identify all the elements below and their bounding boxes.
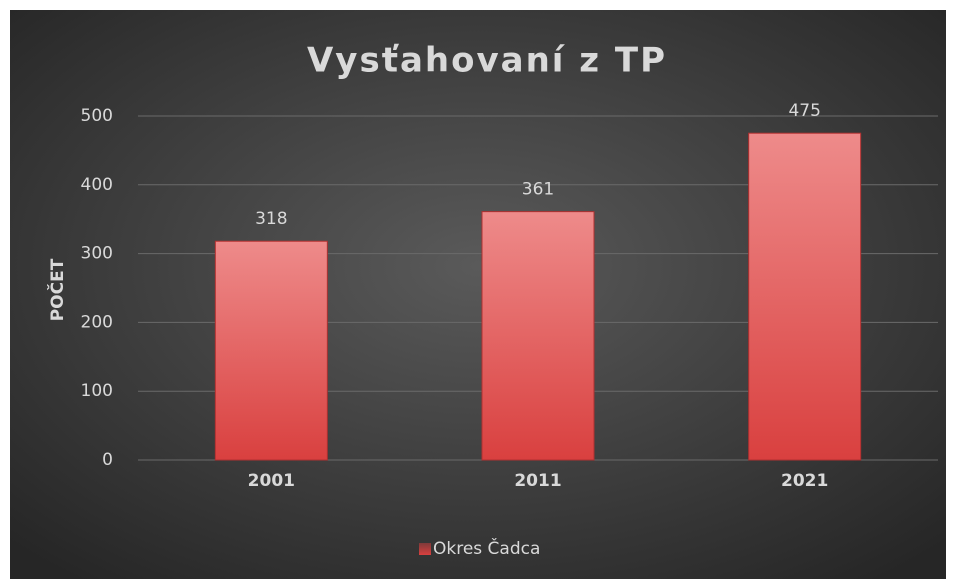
data-label: 361 [522,180,554,200]
x-tick-label: 2021 [781,471,828,491]
bar [214,240,328,461]
y-tick-label: 500 [81,106,113,126]
chart-title: Vysťahovaní z TP [307,41,667,81]
y-tick-label: 100 [81,381,113,401]
y-tick-label: 200 [81,312,113,332]
y-axis-label: POČET [46,258,68,321]
x-tick-label: 2001 [248,471,295,491]
legend-swatch [419,543,431,555]
legend-label: Okres Čadca [433,537,540,559]
bar [748,132,862,461]
data-label: 318 [255,209,287,229]
y-tick-label: 0 [102,450,113,470]
x-tick-label: 2011 [514,471,561,491]
y-tick-label: 400 [81,175,113,195]
bar [481,211,595,461]
data-label: 475 [788,101,820,121]
y-tick-label: 300 [81,244,113,264]
